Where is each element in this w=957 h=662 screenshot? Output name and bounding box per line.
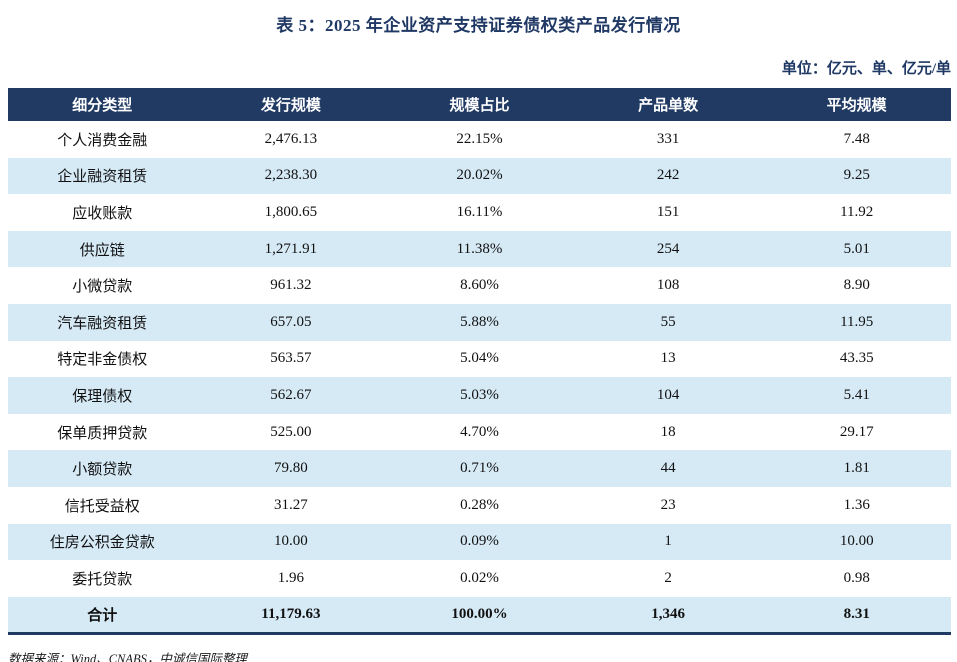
value-cell: 23	[660, 496, 676, 513]
value-cell: 108	[656, 277, 680, 294]
category-cell: 委托贷款	[72, 571, 133, 588]
value-cell: 104	[573, 377, 763, 414]
value-cell: 2,238.30	[196, 157, 386, 195]
value-cell: 22.15%	[456, 130, 503, 147]
value-cell: 4.70%	[460, 423, 499, 440]
value-cell: 11.38%	[385, 230, 574, 268]
category-cell: 企业融资租赁	[8, 157, 197, 195]
value-cell: 1.96	[277, 569, 305, 586]
header-cell: 产品单数	[573, 88, 763, 121]
total-label-cell: 合计	[8, 596, 197, 635]
value-cell: 8.60%	[460, 277, 499, 294]
value-cell: 16.11%	[456, 203, 503, 220]
table-body: 个人消费金融 2,476.13 22.15% 331 7.48 企业融资租赁 2,238.3…	[8, 121, 951, 635]
issuance-table: 细分类型 发行规模 规模占比 产品单数 平均规模 个人消费金融 2,476.13 22.15…	[8, 88, 951, 635]
table-row: 特定非金债权 563.57 5.04% 13 43.35	[8, 341, 951, 378]
table-header-row: 细分类型 发行规模 规模占比 产品单数 平均规模	[8, 88, 951, 121]
table-row: 小额贷款 79.80 0.71% 44 1.81	[8, 450, 951, 487]
value-cell: 525.00	[270, 423, 312, 440]
value-cell: 55	[573, 303, 763, 341]
value-cell: 31.27	[274, 496, 308, 513]
value-cell: 0.02%	[460, 569, 499, 586]
category-cell: 信托受益权	[64, 498, 140, 515]
value-cell: 0.28%	[460, 496, 499, 513]
value-cell: 151	[656, 203, 680, 220]
category-cell: 特定非金债权	[57, 352, 148, 369]
category-cell: 保理债权	[8, 377, 197, 414]
value-cell: 11.92	[840, 203, 874, 220]
value-cell: 0.71%	[385, 450, 574, 487]
table-row: 供应链 1,271.91 11.38% 254 5.01	[8, 230, 951, 268]
total-value-cell: 11,179.63	[196, 596, 386, 635]
table-row: 应收账款 1,800.65 16.11% 151 11.92	[8, 194, 951, 231]
value-cell: 2	[664, 569, 672, 586]
value-cell: 657.05	[196, 303, 386, 341]
category-cell: 小微贷款	[72, 279, 133, 296]
value-cell: 10.00	[196, 523, 386, 561]
total-row: 合计 11,179.63 100.00% 1,346 8.31	[8, 596, 951, 635]
value-cell: 331	[656, 130, 680, 147]
value-cell: 20.02%	[385, 157, 574, 195]
value-cell: 1,800.65	[264, 203, 318, 220]
table-row: 保单质押贷款 525.00 4.70% 18 29.17	[8, 414, 951, 451]
value-cell: 79.80	[196, 450, 386, 487]
table-row: 信托受益权 31.27 0.28% 23 1.36	[8, 487, 951, 524]
value-cell: 1,271.91	[196, 230, 386, 268]
value-cell: 9.25	[762, 157, 951, 195]
header-cell: 平均规模	[762, 88, 951, 121]
value-cell: 18	[660, 423, 676, 440]
value-cell: 5.04%	[460, 350, 499, 367]
value-cell: 44	[573, 450, 763, 487]
table-row: 个人消费金融 2,476.13 22.15% 331 7.48	[8, 121, 951, 158]
value-cell: 1.36	[843, 496, 870, 513]
table-row: 保理债权 562.67 5.03% 104 5.41	[8, 377, 951, 414]
value-cell: 563.57	[270, 350, 312, 367]
category-cell: 供应链	[8, 230, 197, 268]
total-value-cell: 8.31	[762, 596, 951, 635]
value-cell: 0.98	[843, 569, 870, 586]
value-cell: 0.09%	[385, 523, 574, 561]
value-cell: 7.48	[843, 130, 870, 147]
value-cell: 961.32	[270, 277, 312, 294]
category-cell: 应收账款	[72, 205, 133, 222]
total-value-cell: 1,346	[573, 596, 763, 635]
value-cell: 11.95	[762, 303, 951, 341]
value-cell: 2,476.13	[264, 130, 318, 147]
value-cell: 29.17	[839, 423, 874, 440]
value-cell: 43.35	[839, 350, 874, 367]
table-row: 住房公积金贷款 10.00 0.09% 1 10.00	[8, 523, 951, 561]
value-cell: 242	[573, 157, 763, 195]
value-cell: 1	[573, 523, 763, 561]
category-cell: 汽车融资租赁	[8, 303, 197, 341]
category-cell: 保单质押贷款	[57, 425, 148, 442]
category-cell: 小额贷款	[8, 450, 197, 487]
value-cell: 5.88%	[385, 303, 574, 341]
category-cell: 个人消费金融	[57, 132, 148, 149]
value-cell: 5.03%	[385, 377, 574, 414]
page-title: 表 5：2025 年企业资产支持证券债权类产品发行情况	[276, 16, 681, 35]
source-note: 数据来源：Wind、CNABS，中诚信国际整理	[8, 651, 247, 662]
value-cell: 562.67	[196, 377, 386, 414]
table-row: 小微贷款 961.32 8.60% 108 8.90	[8, 267, 951, 304]
value-cell: 8.90	[843, 277, 870, 294]
table-row: 汽车融资租赁 657.05 5.88% 55 11.95	[8, 303, 951, 341]
header-cell: 发行规模	[196, 88, 386, 121]
value-cell: 5.41	[762, 377, 951, 414]
value-cell: 10.00	[762, 523, 951, 561]
category-cell: 住房公积金贷款	[8, 523, 197, 561]
total-value-cell: 100.00%	[385, 596, 574, 635]
value-cell: 5.01	[762, 230, 951, 268]
value-cell: 1.81	[762, 450, 951, 487]
unit-label: 单位：亿元、单、亿元/单	[781, 61, 951, 77]
value-cell: 13	[660, 350, 676, 367]
table-row: 委托贷款 1.96 0.02% 2 0.98	[8, 560, 951, 597]
header-cell: 规模占比	[385, 88, 574, 121]
table-row: 企业融资租赁 2,238.30 20.02% 242 9.25	[8, 157, 951, 195]
header-cell: 细分类型	[8, 88, 197, 121]
value-cell: 254	[573, 230, 763, 268]
